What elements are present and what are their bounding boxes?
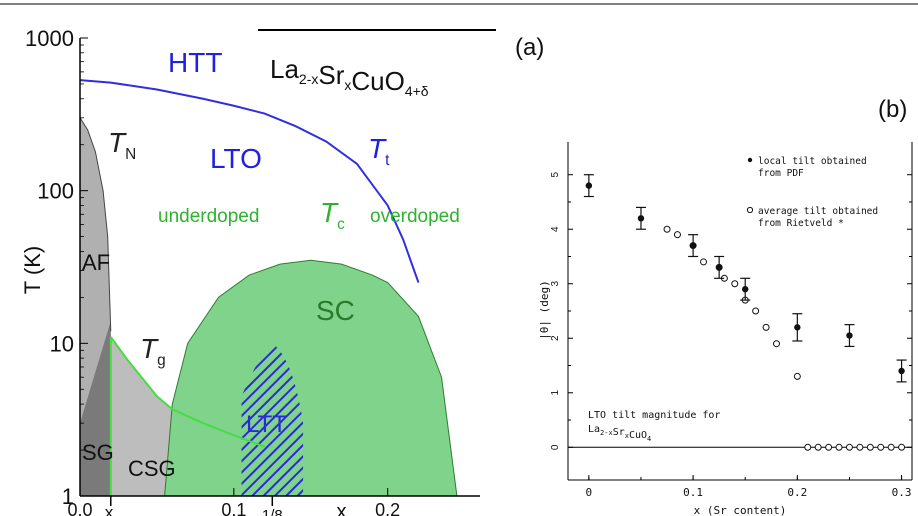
rietveld-point <box>793 372 801 380</box>
rietveld-point <box>663 225 671 233</box>
title-box <box>258 31 496 95</box>
y-tick-label: 3 <box>550 281 561 287</box>
rietveld-point <box>752 307 760 315</box>
rietveld-point <box>898 443 906 451</box>
x-tick-label: 0.1 <box>221 500 246 516</box>
phase-diagram: La2-xSrxCuO4+δ 1 10 100 1000 0.0 0.1 0.2 xc 1/8 x T… <box>20 26 496 516</box>
tt-label: Tt <box>368 133 390 169</box>
y-tick-label: 5 <box>550 171 561 177</box>
y-axis-label: |θ| (deg) <box>538 280 551 340</box>
rietveld-point <box>772 340 780 348</box>
underdoped-label: underdoped <box>158 206 259 227</box>
rietveld-point <box>845 443 853 451</box>
legend-open-text-1: average tilt obtained <box>758 206 878 217</box>
pdf-point <box>898 367 905 375</box>
ltt-region <box>241 343 304 496</box>
ltt-label: LTT <box>246 411 287 438</box>
y-tick-label: 1000 <box>25 26 74 51</box>
legend-open-marker <box>746 206 754 214</box>
y-tick-label: 0 <box>550 444 561 450</box>
x-tick-label: 0.2 <box>375 500 400 516</box>
rietveld-point <box>673 231 681 239</box>
tn-label: TN <box>108 127 136 163</box>
overdoped-label: overdoped <box>370 206 460 227</box>
chart-title: La2-xSrxCuO4+δ <box>270 54 429 99</box>
y-axis-label: T (K) <box>20 246 45 294</box>
pdf-point <box>689 242 697 249</box>
rietveld-point <box>700 258 708 266</box>
pdf-point <box>715 264 723 271</box>
annotation-line-2: La2-xSrxCuO4 <box>588 424 651 443</box>
legend-filled-text-1: local tilt obtained <box>758 156 867 167</box>
x-tick-label: 0 <box>586 486 593 499</box>
htt-label: HTT <box>168 47 222 78</box>
eighth-marker-label: 1/8 <box>262 507 283 516</box>
rietveld-point <box>731 280 739 288</box>
legend-open-text-2: from Rietveld * <box>758 218 844 229</box>
tg-label: Tg <box>140 333 166 369</box>
pdf-point <box>585 182 593 189</box>
xc-marker-label: xc <box>105 503 120 516</box>
lto-label: LTO <box>210 143 262 174</box>
tilt-plot: 0 1 2 3 4 5 0 0.1 0.2 0.3 x (Sr content) |θ| (deg) l… <box>538 142 913 516</box>
rietveld-point <box>877 443 885 451</box>
af-label: AF <box>82 250 110 275</box>
rietveld-point <box>825 443 833 451</box>
sg-region <box>80 321 111 496</box>
x-tick-label: 0.1 <box>683 486 703 499</box>
pdf-point <box>742 285 749 293</box>
x-tick-label: 0.3 <box>892 486 912 499</box>
y-tick-label: 4 <box>550 226 561 232</box>
panel-b-label: (b) <box>878 96 908 123</box>
tc-label: Tc <box>320 197 345 233</box>
x-tick-label: 0.0 <box>67 500 92 516</box>
y-tick-label: 1 <box>62 484 74 509</box>
rietveld-point <box>762 323 770 331</box>
sc-dome <box>164 259 458 497</box>
rietveld-point <box>856 443 864 451</box>
y-tick-label: 10 <box>50 331 74 356</box>
pdf-point <box>794 324 801 331</box>
pdf-point <box>846 332 853 339</box>
rietveld-point <box>835 443 843 451</box>
panel-a-label: (a) <box>515 34 545 61</box>
y-tick-label: 1 <box>550 390 561 396</box>
rietveld-point <box>804 443 812 451</box>
rietveld-point <box>866 443 874 451</box>
y-tick-label: 2 <box>550 335 561 341</box>
rietveld-point <box>887 443 895 451</box>
csg-label: CSG <box>128 456 176 481</box>
legend-filled-marker <box>747 157 753 163</box>
x-axis-label: x (Sr content) <box>694 504 787 516</box>
x-axis-label: x <box>337 501 347 516</box>
pdf-point <box>637 215 645 222</box>
x-tick-label: 0.2 <box>787 486 807 499</box>
y-tick-label: 100 <box>37 179 74 204</box>
sg-label: SG <box>82 440 114 465</box>
tn-line <box>79 117 112 332</box>
annotation-line-1: LTO tilt magnitude for <box>588 410 720 421</box>
sc-label: SC <box>316 295 355 326</box>
tt-line <box>79 79 420 283</box>
tg-line <box>109 336 265 448</box>
legend-filled-text-2: from PDF <box>758 168 804 179</box>
rietveld-point <box>814 443 822 451</box>
